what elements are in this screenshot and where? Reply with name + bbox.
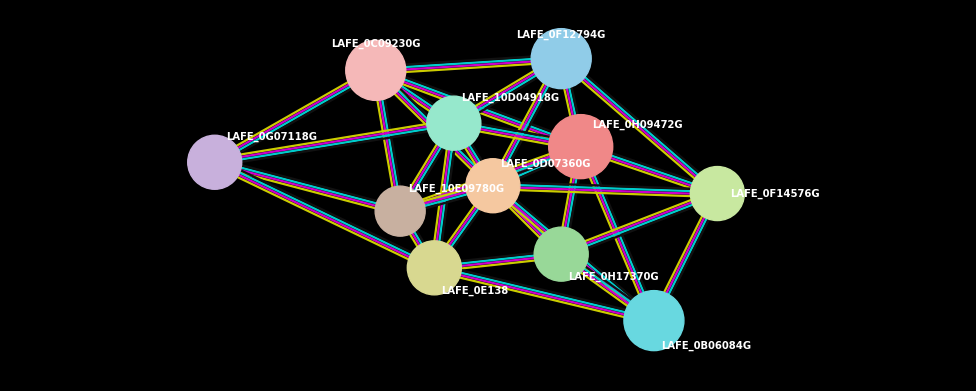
Ellipse shape — [624, 291, 684, 351]
Ellipse shape — [375, 186, 426, 236]
Text: LAFE_0F14576G: LAFE_0F14576G — [730, 188, 820, 199]
Ellipse shape — [534, 227, 589, 281]
Ellipse shape — [690, 167, 745, 221]
Ellipse shape — [427, 96, 481, 150]
Text: LAFE_0E138: LAFE_0E138 — [441, 286, 508, 296]
Text: LAFE_0C09230G: LAFE_0C09230G — [331, 39, 421, 49]
Text: LAFE_10D04918G: LAFE_10D04918G — [461, 93, 559, 103]
Ellipse shape — [466, 159, 520, 213]
Ellipse shape — [346, 40, 406, 100]
Ellipse shape — [187, 135, 242, 189]
Ellipse shape — [407, 241, 462, 295]
Text: LAFE_10E09780G: LAFE_10E09780G — [408, 183, 504, 194]
Ellipse shape — [531, 29, 591, 89]
Text: LAFE_0B06084G: LAFE_0B06084G — [661, 341, 751, 351]
Ellipse shape — [549, 115, 613, 179]
Text: LAFE_0D07360G: LAFE_0D07360G — [500, 159, 590, 169]
Text: LAFE_0H17370G: LAFE_0H17370G — [568, 272, 659, 282]
Text: LAFE_0G07118G: LAFE_0G07118G — [226, 131, 317, 142]
Text: LAFE_0H09472G: LAFE_0H09472G — [592, 120, 683, 130]
Text: LAFE_0F12794G: LAFE_0F12794G — [516, 30, 606, 40]
